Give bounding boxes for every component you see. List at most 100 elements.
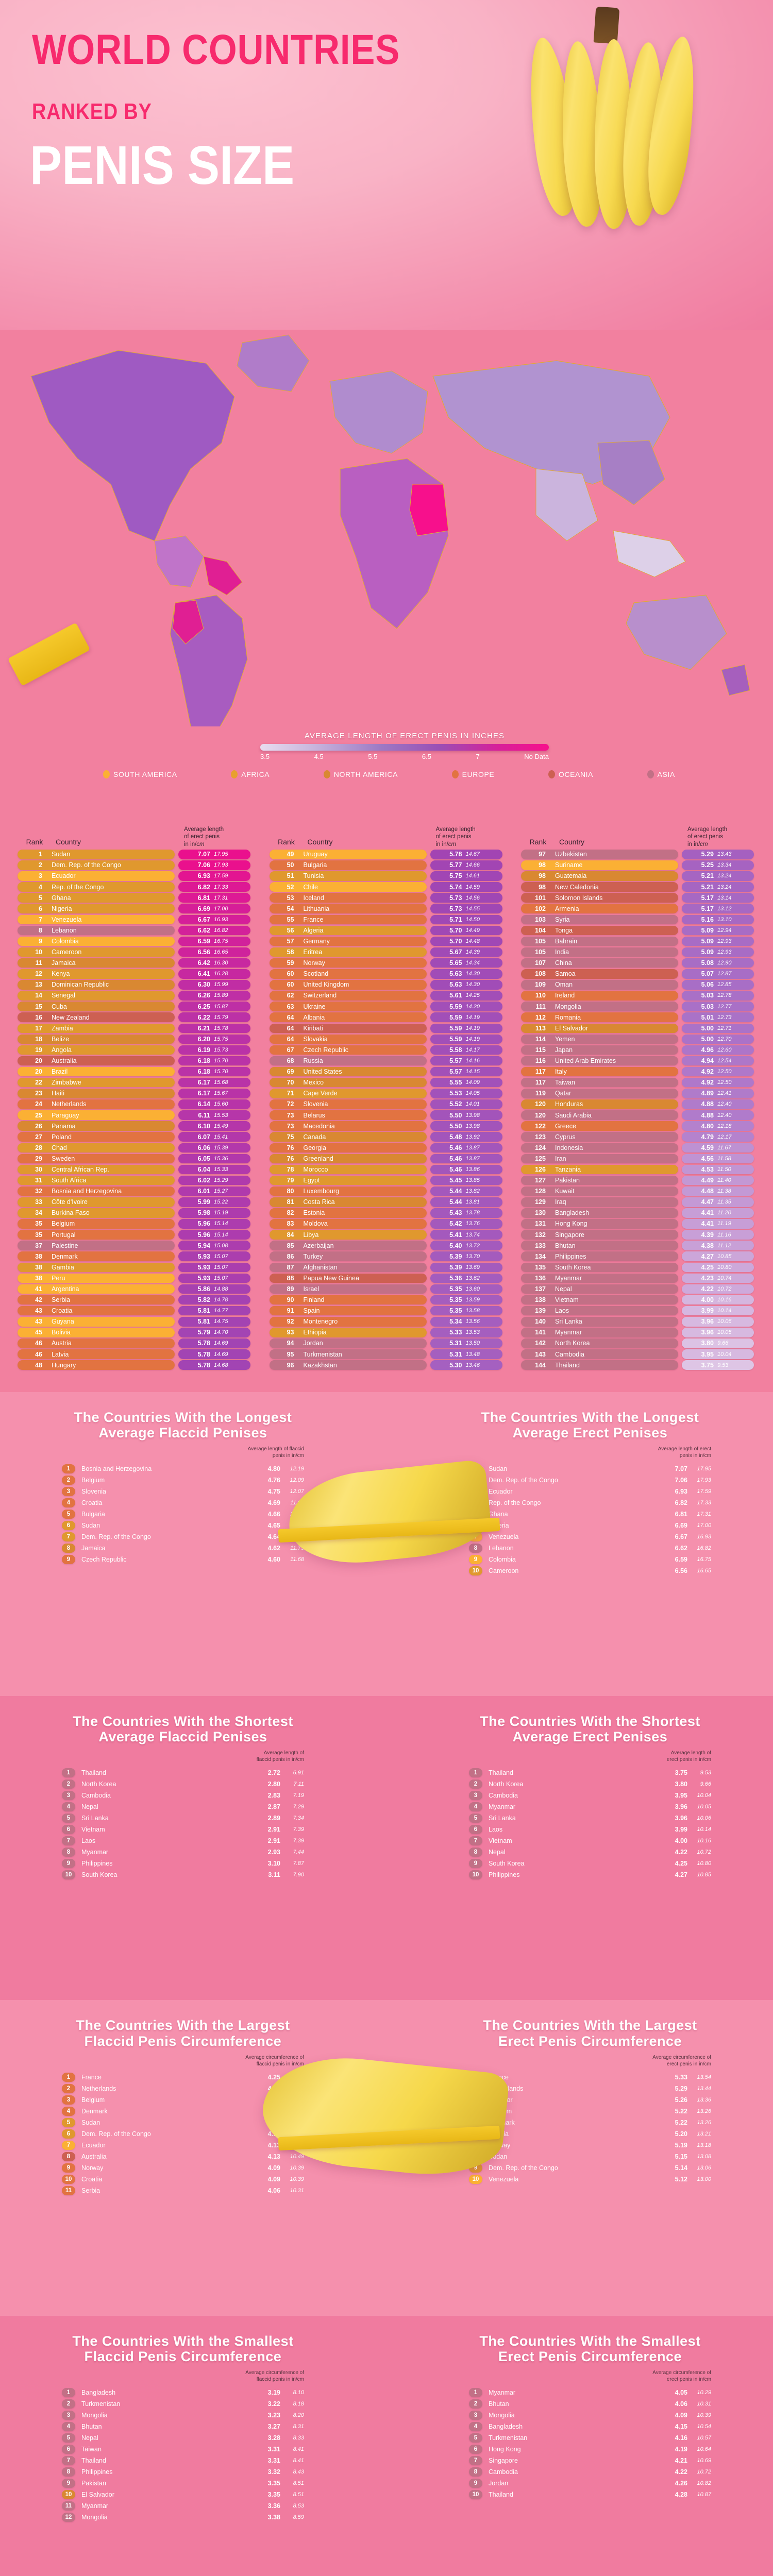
value-pill: 6.19 15.73 — [178, 1045, 250, 1055]
list-item: 5 Sri Lanka 3.96 10.06 — [469, 1814, 711, 1823]
country-pill: 49 Uruguay — [269, 850, 427, 859]
row-rank: 105 — [535, 938, 546, 945]
country-pill: 142 North Korea — [521, 1338, 678, 1348]
row-value-cm: 13.69 — [465, 1264, 480, 1270]
list-item: 4 Bhutan 3.27 8.31 — [62, 2422, 304, 2432]
item-value-inches: 4.16 — [675, 2434, 687, 2442]
value-pill: 5.48 13.92 — [430, 1132, 502, 1142]
row-value-inches: 4.23 — [701, 1274, 714, 1282]
list-item: 10 South Korea 3.11 7.90 — [62, 1870, 304, 1880]
table-row: 141 Myanmar 3.96 10.05 — [521, 1328, 755, 1337]
row-value-inches: 3.96 — [701, 1329, 714, 1336]
row-value-cm: 16.93 — [214, 916, 228, 923]
row-country: Austria — [52, 1340, 72, 1347]
value-pill: 3.75 9.53 — [682, 1360, 754, 1370]
item-country: Thailand — [489, 1769, 513, 1777]
item-country: Thailand — [81, 2457, 106, 2465]
table-header-row: Rank Country Average length of erect penis i… — [270, 814, 504, 848]
row-rank: 130 — [535, 1209, 546, 1217]
table-row: 117 Italy 4.92 12.50 — [521, 1066, 755, 1077]
table-row: 46 Latvia 5.78 14.69 — [18, 1349, 252, 1359]
value-pill: 4.88 12.40 — [682, 1110, 754, 1120]
row-value-cm: 17.95 — [214, 851, 228, 858]
country-pill: 78 Morocco — [269, 1164, 427, 1175]
row-rank: 35 — [35, 1220, 42, 1228]
item-rank: 11 — [62, 2185, 75, 2195]
continent-legend-item: NORTH AMERICA — [323, 770, 398, 778]
table-row: 72 Slovenia 5.52 14.01 — [269, 1099, 504, 1109]
value-pill: 4.27 10.85 — [682, 1251, 754, 1261]
item-value-inches: 4.26 — [675, 2480, 687, 2487]
table-row: 35 Belgium 5.96 15.14 — [18, 1219, 252, 1229]
row-value-cm: 12.78 — [717, 992, 732, 999]
item-country: Ecuador — [489, 1487, 513, 1495]
item-value-inches: 5.26 — [675, 2096, 687, 2104]
row-value-cm: 15.87 — [214, 1003, 228, 1010]
value-pill: 4.92 12.50 — [682, 1077, 754, 1088]
country-pill: 33 Côte d'Ivoire — [18, 1197, 175, 1207]
row-rank: 7 — [39, 916, 42, 923]
country-pill: 119 Qatar — [521, 1089, 678, 1098]
item-value-inches: 5.20 — [675, 2130, 687, 2138]
list-item: 11 Myanmar 3.36 8.53 — [62, 2501, 304, 2511]
row-value-cm: 14.19 — [465, 1036, 480, 1042]
header-rank: Rank — [529, 838, 547, 846]
row-value-inches: 3.96 — [701, 1318, 714, 1326]
item-value-inches: 7.06 — [675, 1476, 687, 1484]
row-value-cm: 17.33 — [214, 884, 228, 890]
table-row: 139 Laos 3.99 10.14 — [521, 1306, 755, 1316]
row-country: Papua New Guinea — [303, 1274, 359, 1282]
value-pill: 5.16 13.10 — [682, 914, 754, 925]
legend-tick: 3.5 — [260, 753, 270, 760]
row-rank: 19 — [35, 1046, 42, 1054]
row-country: Burkina Faso — [52, 1209, 90, 1217]
row-country: Lebanon — [52, 926, 77, 934]
item-country: Rep. of the Congo — [489, 1499, 541, 1506]
row-rank: 135 — [535, 1263, 546, 1271]
item-country: Thailand — [489, 2491, 513, 2499]
row-value-inches: 3.95 — [701, 1350, 714, 1358]
item-value-cm: 7.11 — [293, 1781, 304, 1788]
value-pill: 5.21 13.24 — [682, 882, 754, 892]
country-pill: 98 Suriname — [521, 860, 678, 870]
country-pill: 143 Cambodia — [521, 1349, 678, 1359]
row-value-inches: 6.19 — [197, 1046, 210, 1054]
row-value-cm: 9.53 — [717, 1362, 729, 1368]
item-value-cm: 10.29 — [697, 2389, 711, 2396]
item-value-cm: 6.91 — [293, 1770, 304, 1776]
row-country: Costa Rica — [303, 1198, 335, 1206]
row-country: Qatar — [555, 1090, 572, 1097]
table-row: 105 Bahrain 5.09 12.93 — [521, 936, 755, 946]
row-rank: 37 — [35, 1242, 42, 1249]
row-country: Iran — [555, 1155, 566, 1162]
item-rank: 6 — [469, 1825, 482, 1835]
row-value-cm: 14.69 — [214, 1340, 228, 1347]
row-rank: 71 — [287, 1090, 294, 1097]
item-value-inches: 6.69 — [675, 1521, 687, 1529]
row-value-inches: 4.00 — [701, 1296, 714, 1304]
row-value-inches: 5.77 — [449, 861, 462, 869]
table-row: 92 Montenegro 5.34 13.56 — [269, 1317, 504, 1327]
row-rank: 26 — [35, 1122, 42, 1130]
section-title-line2: Average Erect Penises — [512, 1425, 668, 1440]
section-note: Average length of flaccid penis in in/cm — [62, 1446, 304, 1459]
value-pill: 3.96 10.06 — [682, 1317, 754, 1327]
continent-color-dot — [548, 770, 555, 778]
row-value-inches: 6.30 — [197, 981, 210, 989]
table-row: 113 El Salvador 5.00 12.71 — [521, 1023, 755, 1033]
item-country: Australia — [81, 2153, 107, 2160]
item-value-inches: 2.72 — [267, 1769, 280, 1777]
item-country: Sudan — [81, 1521, 100, 1529]
row-country: Georgia — [303, 1144, 326, 1151]
row-country: Mongolia — [555, 1003, 581, 1010]
item-rank: 7 — [62, 2140, 75, 2150]
table-header-row: Rank Country Average length of erect penis i… — [521, 814, 755, 848]
row-value-cm: 14.88 — [214, 1286, 228, 1292]
row-country: Nigeria — [52, 905, 72, 912]
row-rank: 107 — [535, 959, 546, 967]
country-pill: 125 Iran — [521, 1154, 678, 1164]
country-pill: 102 Armenia — [521, 904, 678, 913]
value-pill: 4.53 11.50 — [682, 1164, 754, 1175]
table-row: 120 Honduras 4.88 12.40 — [521, 1099, 755, 1109]
section-note: Average circumference of flaccid penis in… — [62, 2054, 304, 2067]
